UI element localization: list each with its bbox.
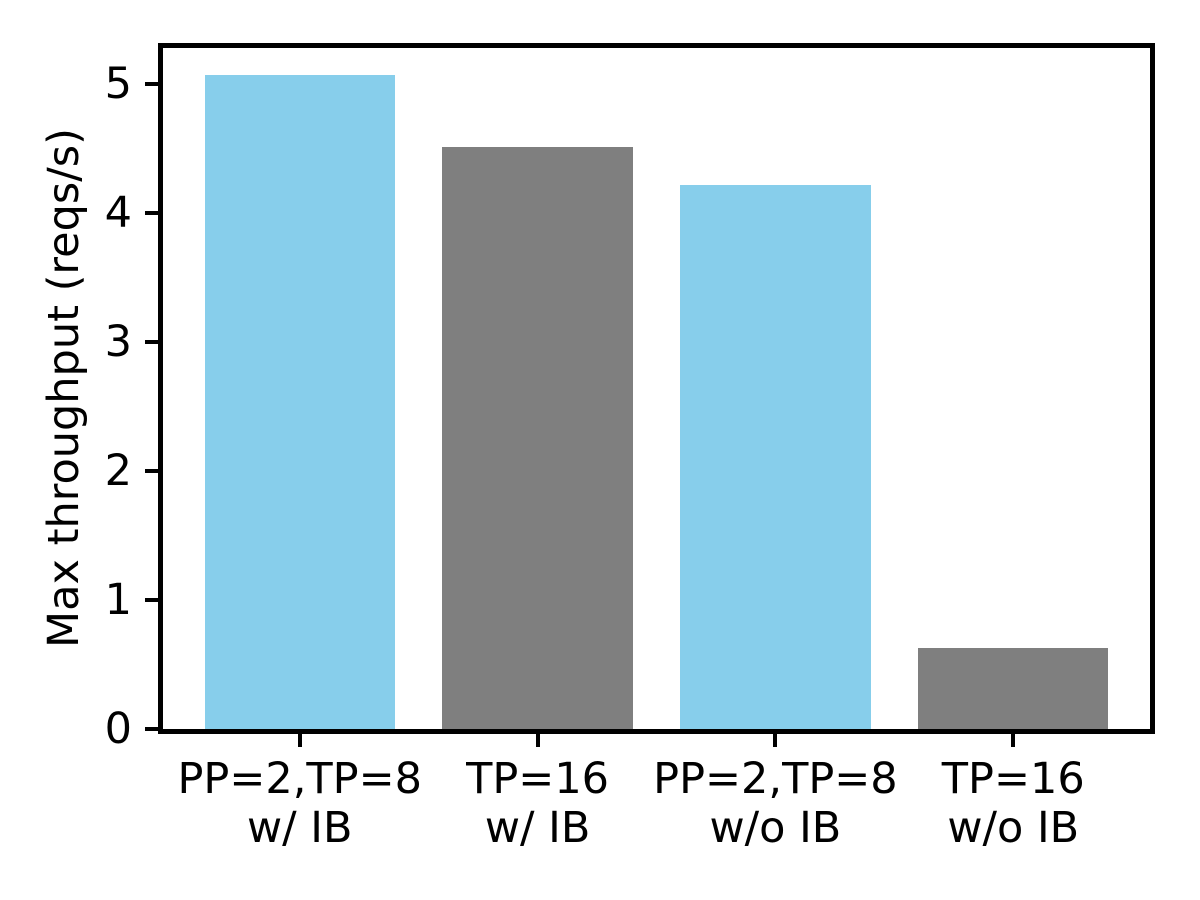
bar-3: [680, 184, 871, 729]
plot-area: [158, 43, 1155, 734]
y-tick-label: 0: [104, 704, 132, 754]
x-tick-label-line: PP=2,TP=8: [177, 754, 423, 804]
bar-2: [442, 147, 633, 729]
y-tick-mark: [145, 82, 158, 87]
x-tick-mark: [535, 734, 540, 747]
x-tick-label-line: TP=16: [941, 754, 1085, 804]
x-tick-label-1: PP=2,TP=8 w/ IB: [140, 755, 460, 853]
x-tick-label-line: w/ IB: [246, 803, 353, 853]
x-tick-label-4: TP=16 w/o IB: [853, 755, 1173, 853]
y-tick-mark: [145, 469, 158, 474]
bar-1: [204, 75, 395, 729]
y-tick-label: 5: [104, 59, 132, 110]
x-tick-mark: [297, 734, 302, 747]
y-tick-mark: [145, 727, 158, 731]
y-tick-label: 2: [104, 446, 132, 497]
y-tick-label: 4: [104, 188, 132, 239]
x-tick-label-line: TP=16: [466, 754, 610, 804]
x-tick-label-2: TP=16 w/ IB: [378, 755, 698, 853]
y-tick-mark: [145, 211, 158, 216]
x-tick-label-line: PP=2,TP=8: [653, 754, 898, 804]
x-tick-label-line: w/o IB: [947, 803, 1080, 853]
bar-4: [918, 647, 1109, 729]
x-tick-label-line: w/o IB: [709, 803, 842, 853]
x-tick-mark: [1011, 734, 1016, 747]
y-tick-label: 1: [104, 575, 132, 626]
x-tick-label-3: PP=2,TP=8 w/o IB: [615, 755, 935, 853]
y-tick-mark: [145, 340, 158, 345]
x-tick-mark: [773, 734, 778, 747]
y-tick-mark: [145, 598, 158, 603]
x-tick-label-line: w/ IB: [484, 803, 591, 853]
y-tick-label: 3: [104, 317, 132, 368]
